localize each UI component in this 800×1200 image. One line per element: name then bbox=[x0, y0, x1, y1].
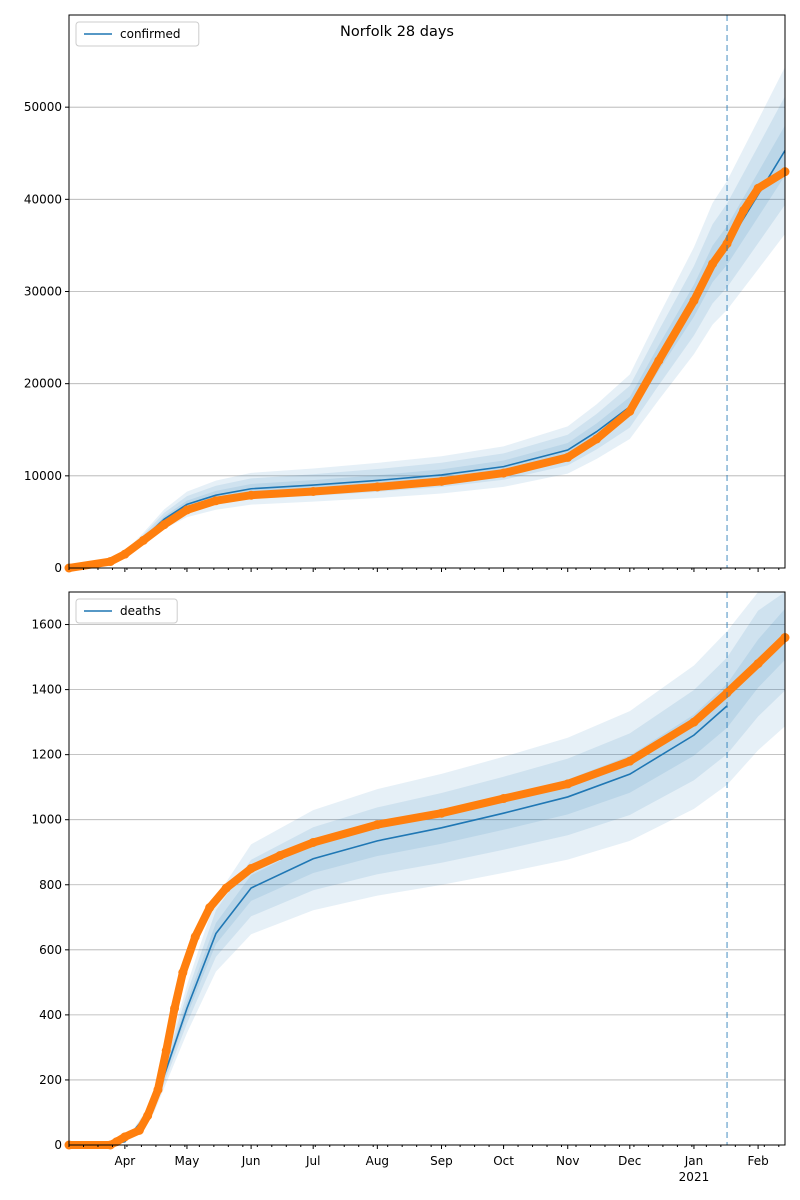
y-tick-label: 800 bbox=[39, 878, 62, 892]
observed-point bbox=[563, 452, 573, 462]
observed-point bbox=[654, 356, 664, 366]
observed-point bbox=[182, 505, 192, 515]
x-tick-label: May bbox=[175, 1154, 200, 1168]
observed-point bbox=[372, 820, 382, 830]
observed-point bbox=[138, 535, 148, 545]
observed-point bbox=[211, 496, 221, 506]
y-tick-label: 0 bbox=[54, 1138, 62, 1152]
observed-point bbox=[159, 520, 169, 530]
x-tick-label: Jul bbox=[305, 1154, 320, 1168]
y-tick-label: 600 bbox=[39, 943, 62, 957]
observed-point bbox=[105, 557, 115, 567]
uncertainty-band bbox=[69, 592, 785, 1145]
uncertainty-band bbox=[69, 96, 785, 568]
observed-point bbox=[499, 468, 509, 478]
x-tick-label: Jan bbox=[684, 1154, 704, 1168]
observed-point bbox=[190, 932, 200, 942]
legend-label: deaths bbox=[120, 604, 161, 618]
chart-title: Norfolk 28 days bbox=[340, 24, 454, 40]
observed-point bbox=[143, 1111, 153, 1121]
observed-point bbox=[161, 1046, 171, 1056]
legend-label: confirmed bbox=[120, 27, 181, 41]
observed-point bbox=[134, 1125, 144, 1135]
observed-point bbox=[221, 883, 231, 893]
x-tick-label: Sep bbox=[430, 1154, 453, 1168]
observed-point bbox=[592, 434, 602, 444]
observed-point bbox=[499, 794, 509, 804]
observed-point bbox=[308, 487, 318, 497]
y-tick-label: 0 bbox=[54, 561, 62, 575]
deaths-axes: 0 200 400 600 800 1000 1200 1400 1600 Apr May Jun Ju… bbox=[31, 591, 790, 1184]
observed-point bbox=[625, 756, 635, 766]
observed-point bbox=[170, 1003, 180, 1013]
y-tick-label: 400 bbox=[39, 1008, 62, 1022]
observed-point bbox=[153, 1085, 163, 1095]
x-tick-label: Jun bbox=[241, 1154, 261, 1168]
y-tick-label: 1600 bbox=[31, 618, 62, 632]
year-label: 2021 bbox=[679, 1170, 710, 1184]
legend-box bbox=[75, 21, 200, 47]
observed-point bbox=[625, 406, 635, 416]
x-tick-label: Oct bbox=[493, 1154, 514, 1168]
observed-point bbox=[275, 850, 285, 860]
y-tick-label: 1200 bbox=[31, 748, 62, 762]
axes-frame bbox=[68, 591, 786, 1146]
x-tick-label: Apr bbox=[114, 1154, 135, 1168]
x-tick-label: Feb bbox=[747, 1154, 768, 1168]
observed-point bbox=[689, 717, 699, 727]
observed-point bbox=[178, 968, 188, 978]
observed-point bbox=[246, 864, 256, 873]
legend-box bbox=[75, 598, 178, 624]
observed-point bbox=[120, 1132, 130, 1142]
observed-point bbox=[689, 296, 699, 306]
observed-point bbox=[708, 259, 718, 269]
confirmed-axes: 0 10000 20000 30000 40000 50000 confirmed bbox=[24, 14, 790, 575]
observed-point bbox=[120, 549, 130, 559]
x-tick-label: Aug bbox=[366, 1154, 389, 1168]
observed-point bbox=[246, 490, 256, 500]
y-tick-label: 10000 bbox=[24, 469, 62, 483]
y-tick-label: 1000 bbox=[31, 813, 62, 827]
observed-line bbox=[65, 167, 789, 572]
observed-point bbox=[372, 482, 382, 492]
y-tick-label: 50000 bbox=[24, 100, 62, 114]
y-tick-label: 20000 bbox=[24, 377, 62, 391]
y-tick-label: 40000 bbox=[24, 192, 62, 206]
uncertainty-band bbox=[69, 66, 785, 569]
observed-point bbox=[436, 476, 446, 486]
y-tick-label: 200 bbox=[39, 1073, 62, 1087]
observed-point bbox=[722, 239, 732, 249]
observed-point bbox=[753, 659, 763, 669]
observed-point bbox=[308, 837, 318, 847]
observed-point bbox=[753, 183, 763, 193]
axes-frame bbox=[68, 14, 786, 569]
y-tick-label: 1400 bbox=[31, 683, 62, 697]
observed-point bbox=[436, 808, 446, 818]
x-tick-label: Nov bbox=[556, 1154, 579, 1168]
observed-point bbox=[205, 903, 215, 913]
x-tick-label: Dec bbox=[618, 1154, 641, 1168]
y-tick-label: 30000 bbox=[24, 285, 62, 299]
observed-point bbox=[739, 205, 749, 215]
observed-point bbox=[112, 1137, 122, 1147]
observed-point bbox=[563, 779, 573, 789]
